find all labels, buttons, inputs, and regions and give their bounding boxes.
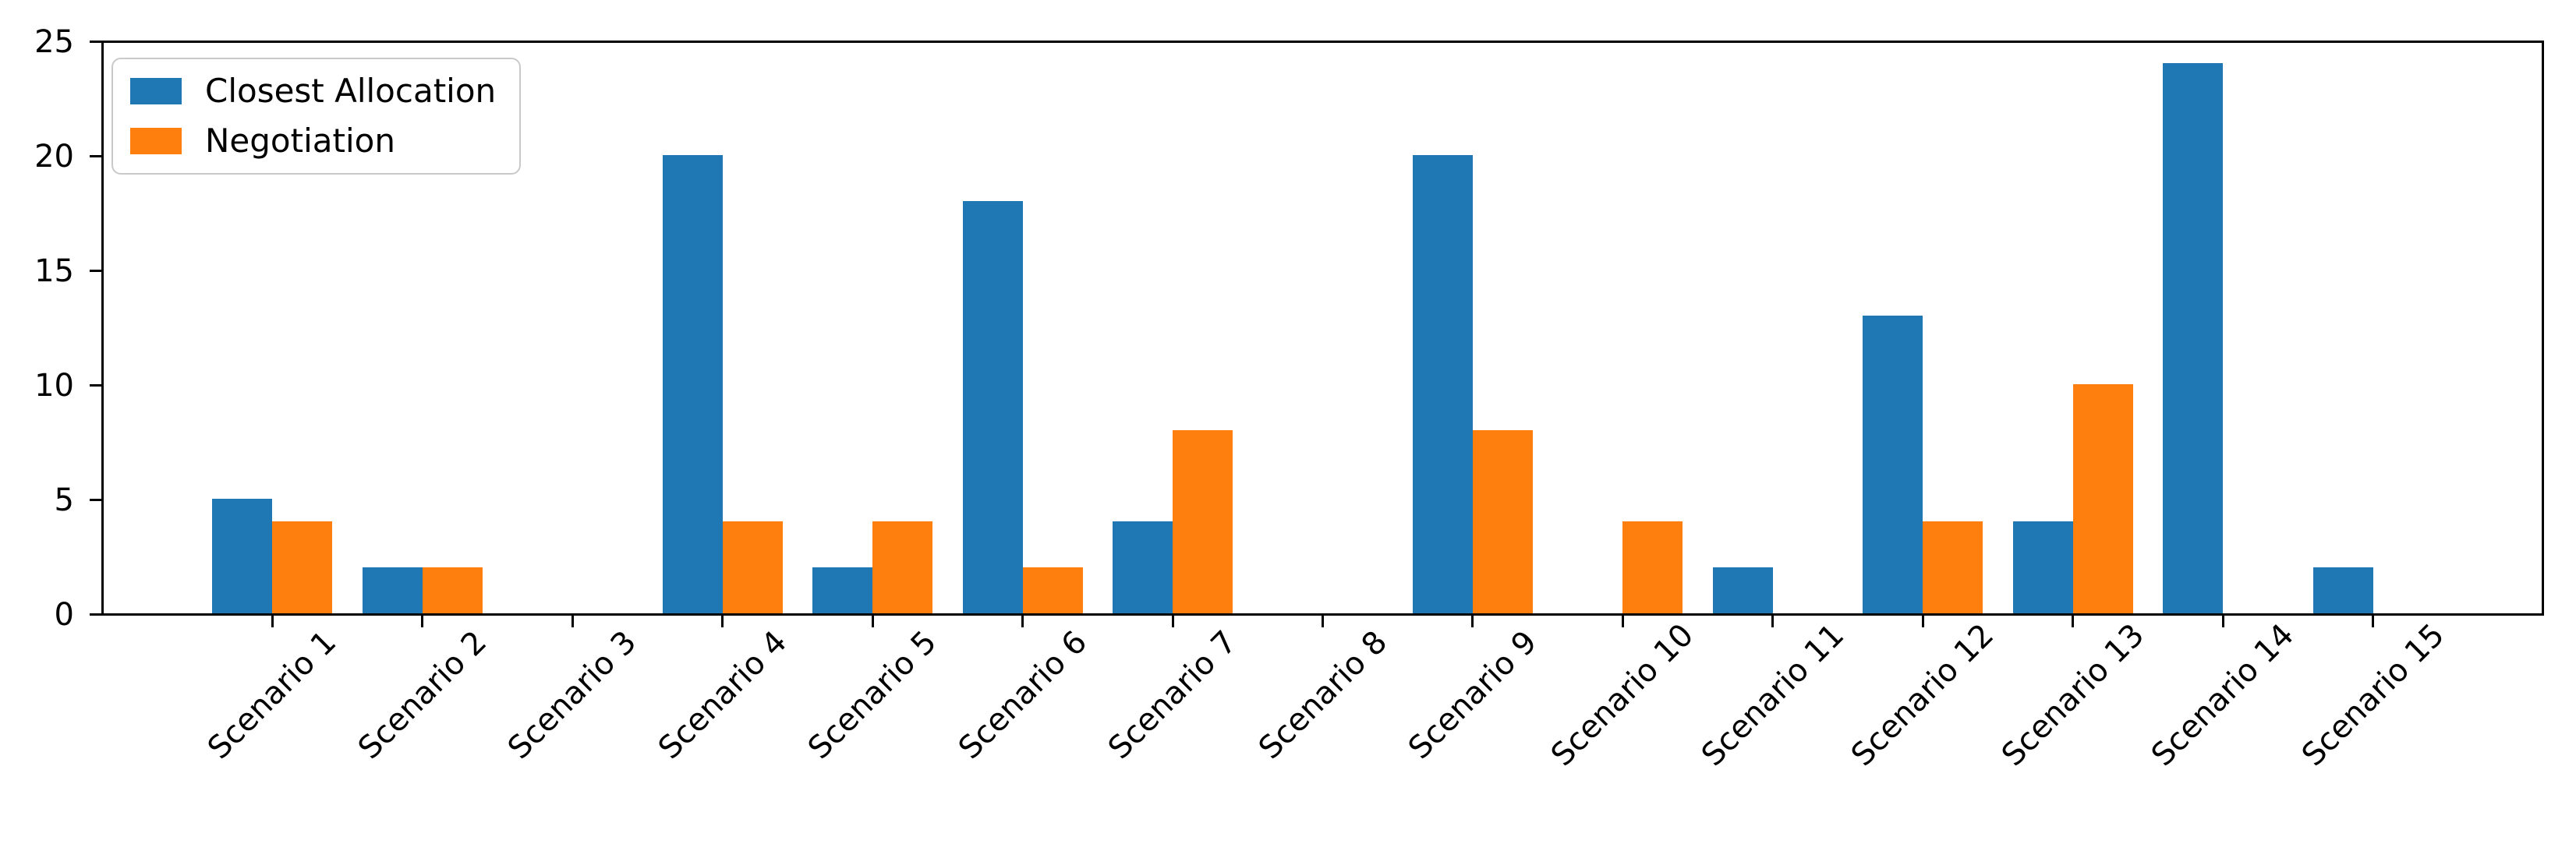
legend-label-closest-allocation: Closest Allocation	[205, 72, 497, 110]
bar-closest-allocation-13	[2012, 521, 2073, 613]
bar-negotiation-2	[422, 567, 483, 613]
plot-area: Scenario 1 Scenario 2 Scenario 3 Scenario 4…	[34, 24, 2544, 773]
x-tick-mark	[1322, 616, 1324, 627]
y-tick-mark	[90, 384, 101, 387]
x-tick-mark	[1771, 616, 1775, 627]
bar-negotiation-5	[872, 521, 933, 613]
y-tick-label: 0	[54, 596, 74, 633]
bar-negotiation-6	[1022, 567, 1083, 613]
y-tick-label: 15	[34, 252, 74, 289]
y-tick-label: 5	[54, 482, 74, 518]
bar-closest-allocation-5	[812, 567, 873, 613]
x-tick-mark	[1921, 616, 1924, 627]
x-tick-mark	[421, 616, 424, 627]
y-tick-mark	[90, 270, 101, 272]
right-spine	[2542, 41, 2544, 616]
x-tick-mark	[1171, 616, 1174, 627]
x-tick-mark	[871, 616, 874, 627]
x-tick-mark	[1021, 616, 1024, 627]
bar-closest-allocation-15	[2312, 567, 2373, 613]
bar-closest-allocation-9	[1412, 155, 1473, 613]
y-tick-mark	[90, 499, 101, 501]
bar-closest-allocation-2	[362, 567, 423, 613]
legend: Closest Allocation Negotiation	[111, 58, 522, 175]
bar-negotiation-10	[1622, 521, 1683, 613]
y-tick-label: 10	[34, 367, 74, 404]
x-tick-mark	[2221, 616, 2224, 627]
bar-negotiation-7	[1173, 429, 1233, 613]
x-tick-mark	[1621, 616, 1624, 627]
bar-closest-allocation-4	[662, 155, 723, 613]
legend-label-negotiation: Negotiation	[205, 122, 395, 160]
x-tick-mark	[271, 616, 274, 627]
bar-negotiation-13	[2072, 384, 2133, 613]
y-tick-mark	[90, 613, 101, 616]
x-tick-mark	[2372, 616, 2375, 627]
bar-closest-allocation-12	[1863, 315, 1923, 613]
y-tick-mark	[90, 41, 101, 43]
bar-closest-allocation-11	[1712, 567, 1773, 613]
legend-swatch-closest-allocation	[130, 78, 182, 104]
y-tick-mark	[90, 155, 101, 157]
top-spine	[101, 41, 2544, 43]
legend-item-negotiation: Negotiation	[130, 123, 496, 159]
legend-swatch-negotiation	[130, 128, 182, 154]
left-spine	[101, 41, 104, 616]
y-tick-label: 20	[34, 138, 74, 175]
bar-negotiation-12	[1923, 521, 1983, 613]
bar-negotiation-1	[272, 521, 333, 613]
x-tick-mark	[1471, 616, 1474, 627]
bar-negotiation-9	[1472, 429, 1533, 613]
bar-closest-allocation-6	[962, 200, 1023, 613]
y-tick-label: 25	[34, 23, 74, 60]
x-tick-mark	[571, 616, 574, 627]
bar-negotiation-4	[722, 521, 783, 613]
legend-item-closest-allocation: Closest Allocation	[130, 73, 496, 109]
bar-closest-allocation-1	[212, 499, 273, 613]
x-tick-mark	[721, 616, 724, 627]
x-tick-mark	[2072, 616, 2075, 627]
x-axis-line	[101, 613, 2544, 616]
bar-closest-allocation-7	[1113, 521, 1173, 613]
bar-closest-allocation-14	[2163, 63, 2224, 613]
